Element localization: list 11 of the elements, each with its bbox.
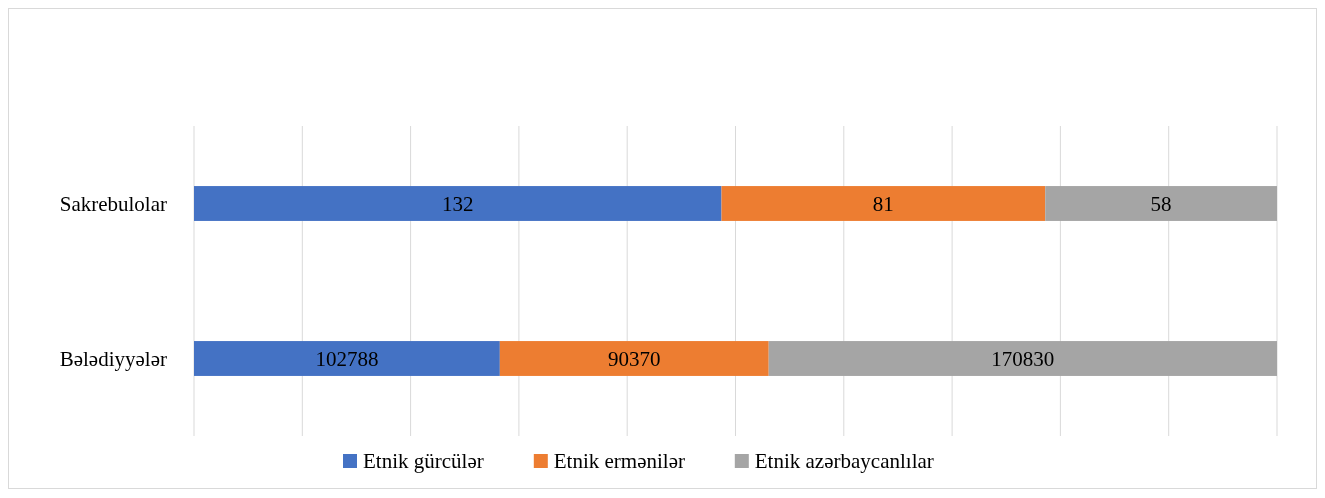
y-tick-label: Sakrebulolar [59, 191, 168, 216]
data-label: 58 [1150, 191, 1172, 216]
y-tick-label: Bələdiyyələr [59, 346, 167, 371]
legend-label: Etnik azərbaycanlılar [754, 449, 934, 474]
data-label: 90370 [608, 346, 661, 371]
legend-label: Etnik gürcülər [363, 449, 484, 474]
data-label: 132 [442, 191, 474, 216]
data-label: 81 [872, 191, 894, 216]
data-label: 170830 [991, 346, 1055, 371]
data-label: 102788 [315, 346, 379, 371]
legend-label: Etnik ermənilər [553, 449, 686, 474]
